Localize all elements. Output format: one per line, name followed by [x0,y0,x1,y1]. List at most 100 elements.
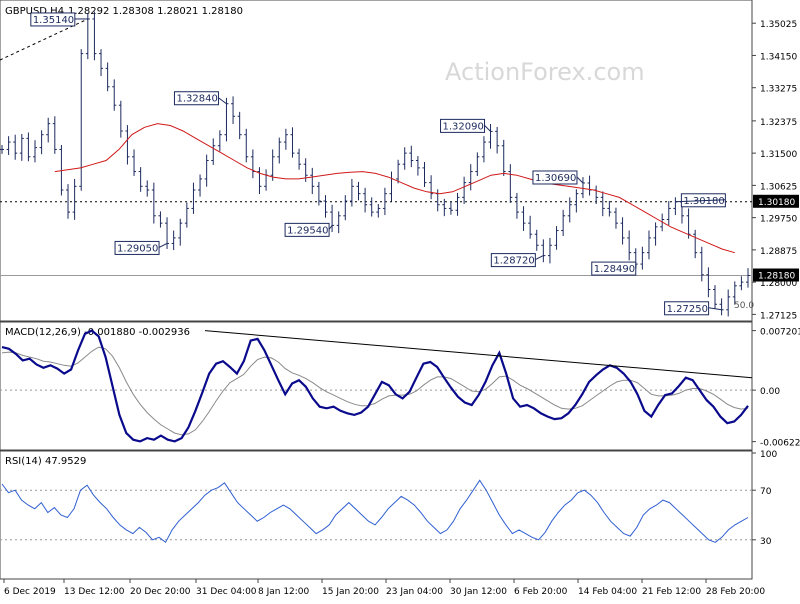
price-bar [488,124,493,149]
price-bar [613,207,618,229]
sma-line [54,123,735,254]
price-bar [297,148,302,170]
price-bar [369,197,374,217]
price-annotation: 1.29540 [284,222,333,237]
price-bar [514,192,519,219]
price-bar [481,136,486,163]
price-bar [118,100,123,138]
price-bar [455,192,460,216]
macd-trendline [204,330,753,379]
price-bar [706,267,711,298]
price-bar [145,180,150,197]
price-bar [46,117,51,143]
price-bar [283,128,288,150]
price-bar [323,195,328,218]
price-bar [125,125,130,165]
price-bar [673,197,678,216]
price-bar [231,96,236,125]
price-annotation: 1.35140 [30,12,88,27]
price-bar [158,211,163,228]
price-bar [732,281,737,305]
price-bar [567,197,572,223]
annotation-box [284,222,330,237]
x-tick-label: 28 Feb 20:00 [706,587,765,597]
annotation-label: 1.30180 [683,196,724,207]
annotation-label: 1.28490 [594,264,635,275]
price-bar [693,229,698,259]
price-bar [528,215,533,239]
axis-layer: 1.35025 1.34150 1.33275 1.32375 1.31500 1.306… [3,20,800,597]
price-bar [521,206,526,231]
annotation-leader [675,199,726,203]
price-annotation: 1.32090 [440,118,491,133]
price-bar [336,211,341,234]
price-bar [85,13,90,60]
annotation-leader [484,125,491,132]
price-tag-label: 1.30180 [758,198,795,208]
price-bar [72,178,77,220]
watermark: ActionForex.com [445,58,645,86]
price-bar [376,203,381,218]
x-tick-label: 8 Jan 12:00 [258,587,310,597]
price-y-tick-label: 1.31500 [760,150,797,160]
price-bar [719,298,724,316]
price-bar [244,128,249,163]
annotation-label: 1.27250 [667,304,708,315]
price-annotation: 1.28720 [490,253,544,268]
macd-signal-line [1,346,749,436]
price-bar [204,154,209,187]
price-bar [541,239,546,263]
price-bar [389,171,394,202]
price-bar [264,169,269,191]
price-bar [422,161,427,188]
macd-y-tick-label: 0.007201 [760,328,800,338]
price-bar [237,111,242,140]
annotation-label: 1.32840 [176,94,217,105]
annotation-label: 1.35140 [33,15,74,26]
price-y-tick-label: 1.32375 [760,118,797,128]
price-bar [580,177,585,199]
fib-level-label: 50.0 [734,301,754,311]
price-bar [310,167,315,195]
macd-line [1,329,749,443]
price-bar [574,189,579,213]
price-bar [224,97,229,142]
price-bar [409,145,414,168]
price-bar [501,139,506,176]
price-bar [547,237,552,264]
price-bar [39,130,44,155]
rsi-panel [0,450,753,580]
price-bar [442,198,447,217]
price-bar [191,182,196,214]
rsi-y-tick-label: 100 [760,450,777,460]
price-bar [0,145,4,154]
price-bar [13,134,18,160]
price-bar [587,175,592,196]
price-bar [171,230,176,251]
price-annotation: 1.30180 [675,193,726,208]
x-tick-label: 14 Feb 04:00 [578,587,637,597]
price-bar [607,201,612,217]
annotation-leader [328,225,333,230]
price-bar [594,185,599,204]
price-bar [184,202,189,228]
rsi-y-tick-label: 70 [760,487,772,497]
ohlc-values: 1.28292 1.28308 1.28021 1.28180 [68,6,243,17]
annotation-label: 1.32090 [443,121,484,132]
price-annotation: 1.30690 [532,170,584,185]
price-tag-box [753,194,799,208]
price-bar [316,181,321,206]
price-bar [330,204,335,233]
price-bar [6,136,11,155]
macd-layer [0,329,753,443]
price-bar [356,181,361,201]
x-tick-label: 31 Dec 04:00 [196,587,257,597]
price-bar [666,201,671,226]
price-bar [132,149,137,176]
price-y-tick-label: 1.29750 [760,215,797,225]
price-bar [396,159,401,184]
price-bar [726,289,731,317]
price-bar [561,209,566,237]
